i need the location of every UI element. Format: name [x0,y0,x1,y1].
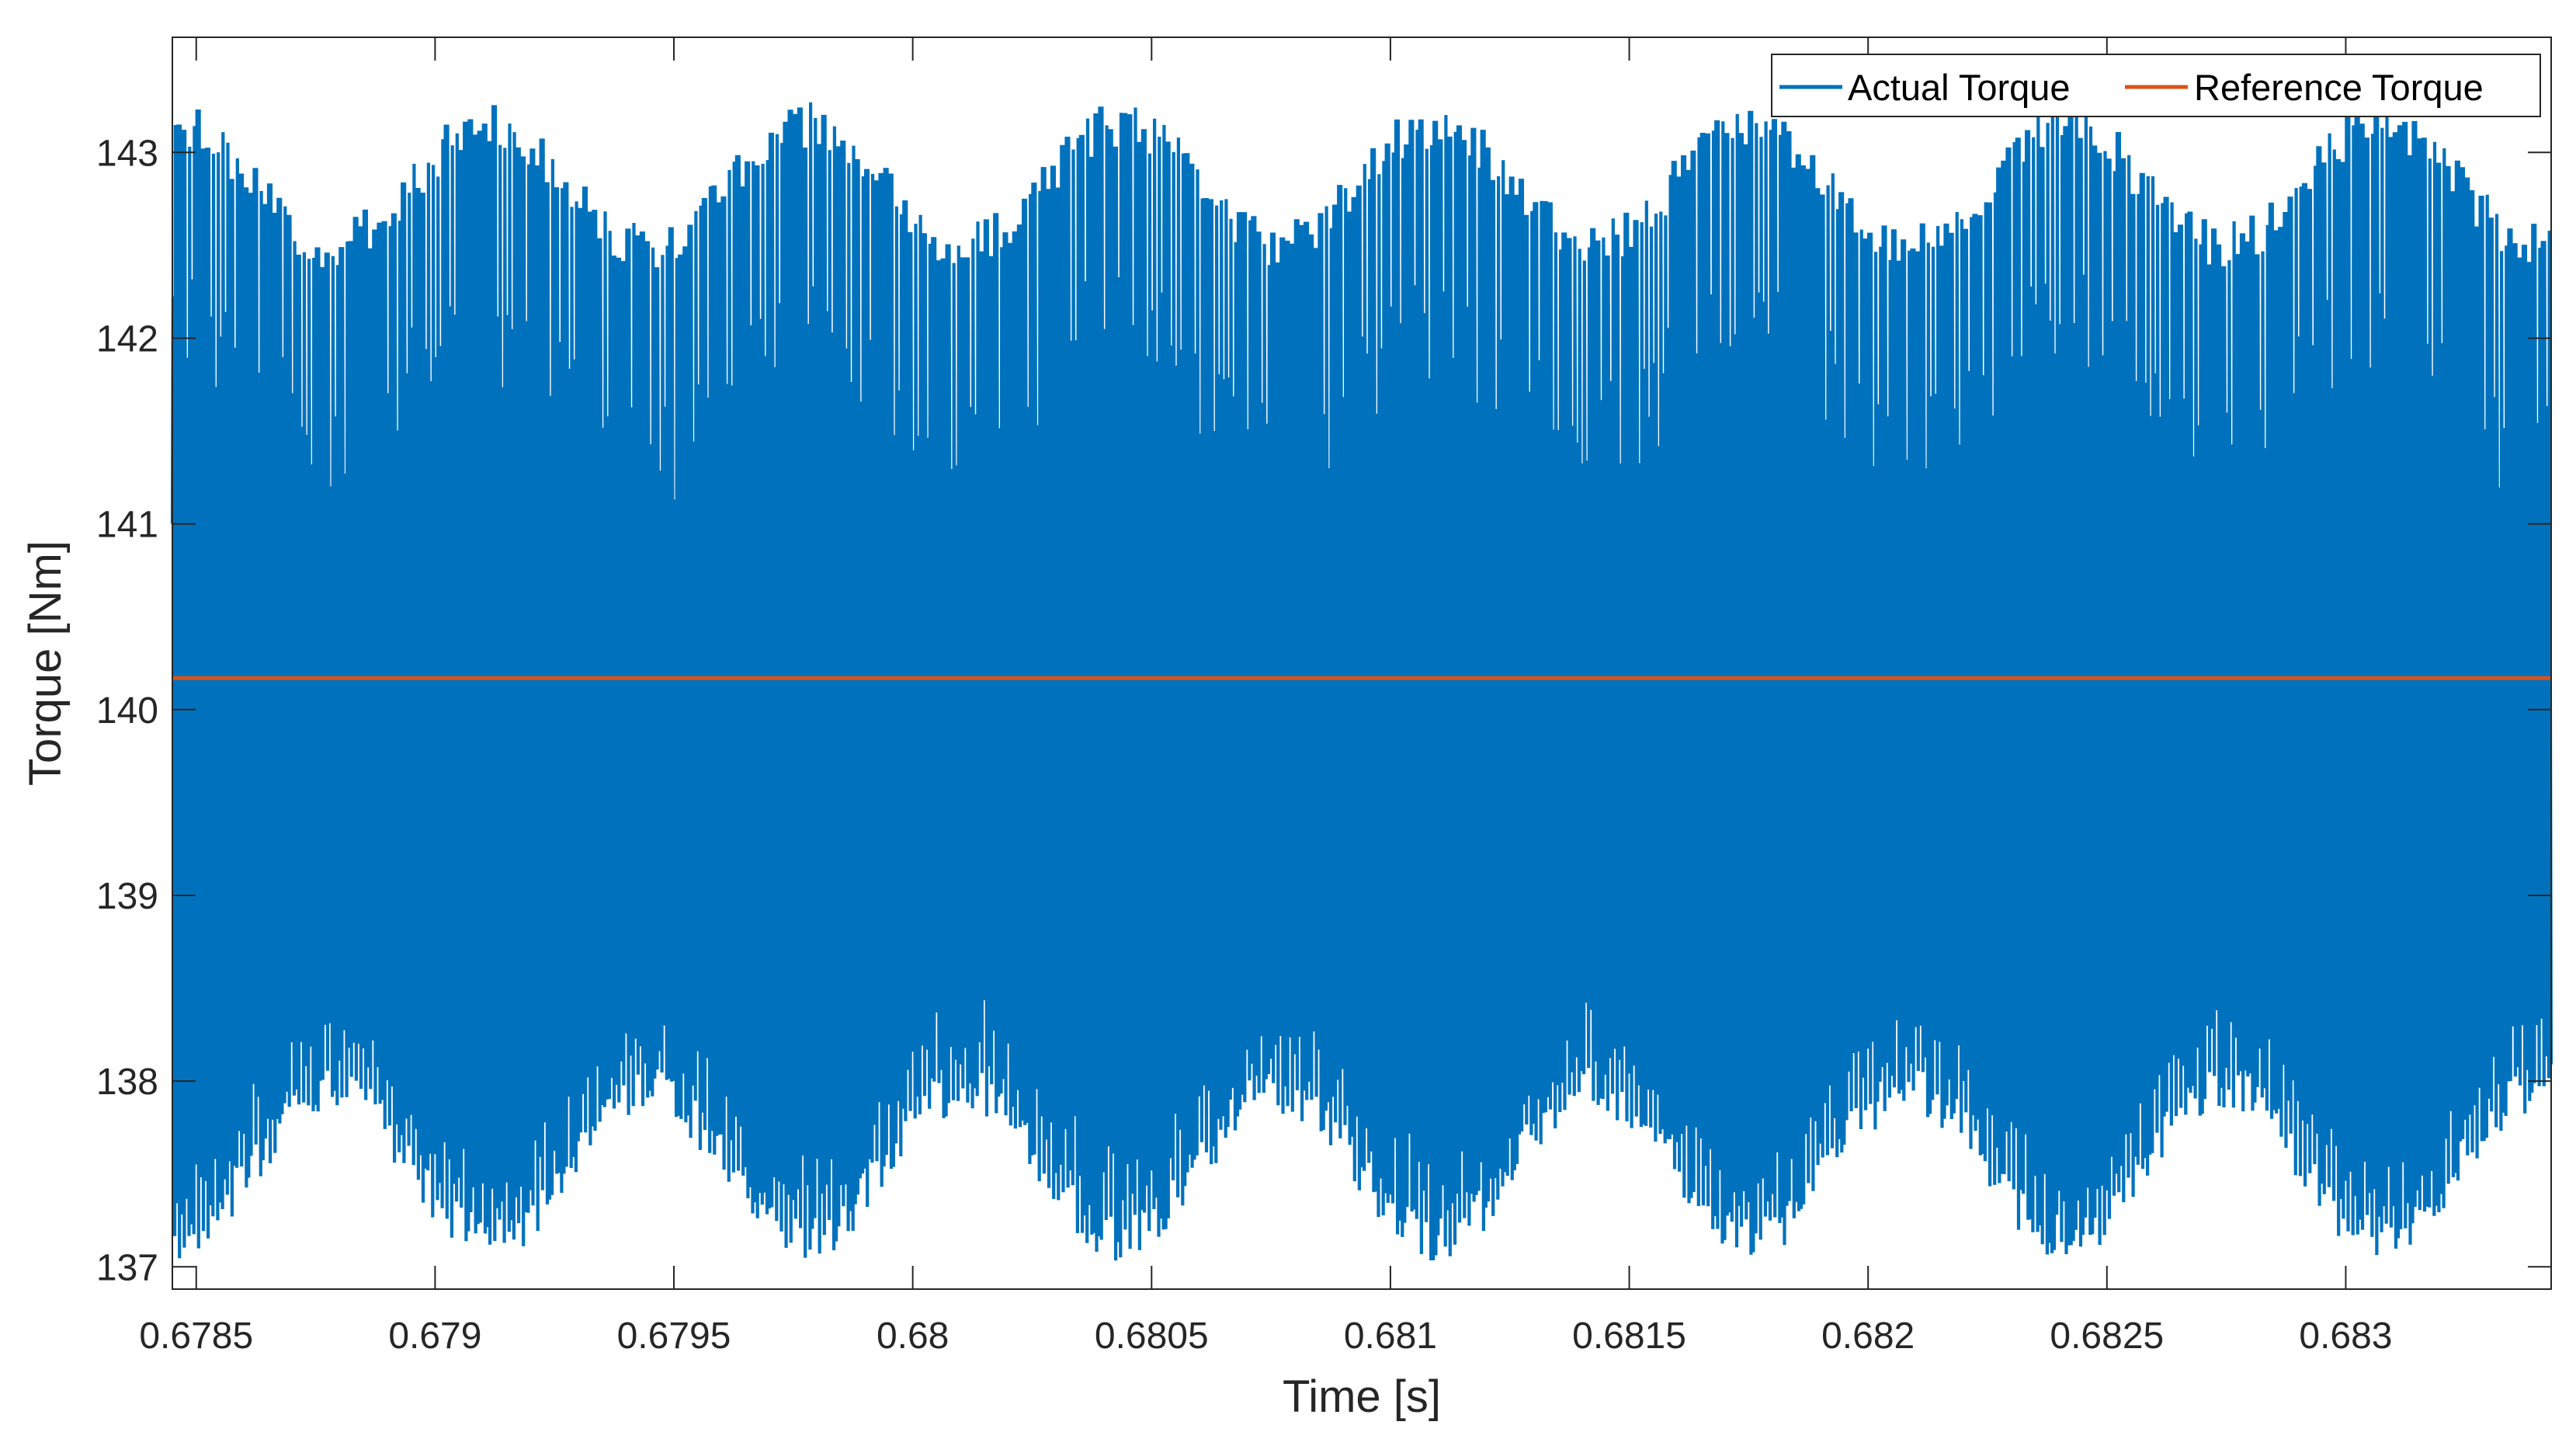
y-tick-label: 142 [96,318,158,360]
x-tick-label: 0.681 [1344,1316,1437,1357]
y-tick-label: 143 [96,133,158,174]
legend: Actual Torque Reference Torque [1771,54,2541,117]
x-tick-label: 0.6825 [2050,1316,2164,1357]
x-tick-label: 0.6785 [139,1316,253,1357]
legend-entry-actual-torque: Actual Torque [1848,67,2071,108]
legend-entry-reference-torque: Reference Torque [2194,67,2484,108]
y-tick-label: 139 [96,876,158,917]
actual-torque-series [170,101,2553,1261]
y-tick-label: 137 [96,1247,158,1288]
x-tick-label: 0.68 [877,1316,949,1357]
actual-torque-line [170,101,2553,1261]
y-tick-label: 138 [96,1062,158,1103]
x-tick-label: 0.683 [2299,1316,2392,1357]
x-axis: 0.6785 0.679 0.6795 0.68 0.6805 0.681 0.6815 0.… [139,37,2393,1357]
y-tick-label: 140 [96,690,158,732]
x-axis-label: Time [s] [1283,1371,1441,1422]
x-tick-label: 0.6815 [1572,1316,1686,1357]
y-tick-label: 141 [96,505,158,546]
x-tick-label: 0.6805 [1095,1316,1209,1357]
x-tick-label: 0.679 [388,1316,481,1357]
y-axis: 137 138 139 140 141 142 143 [96,133,2551,1288]
x-tick-label: 0.682 [1821,1316,1915,1357]
y-axis-label: Torque [Nm] [20,540,71,786]
x-tick-label: 0.6795 [617,1316,731,1357]
plot-frame [172,36,2552,1290]
